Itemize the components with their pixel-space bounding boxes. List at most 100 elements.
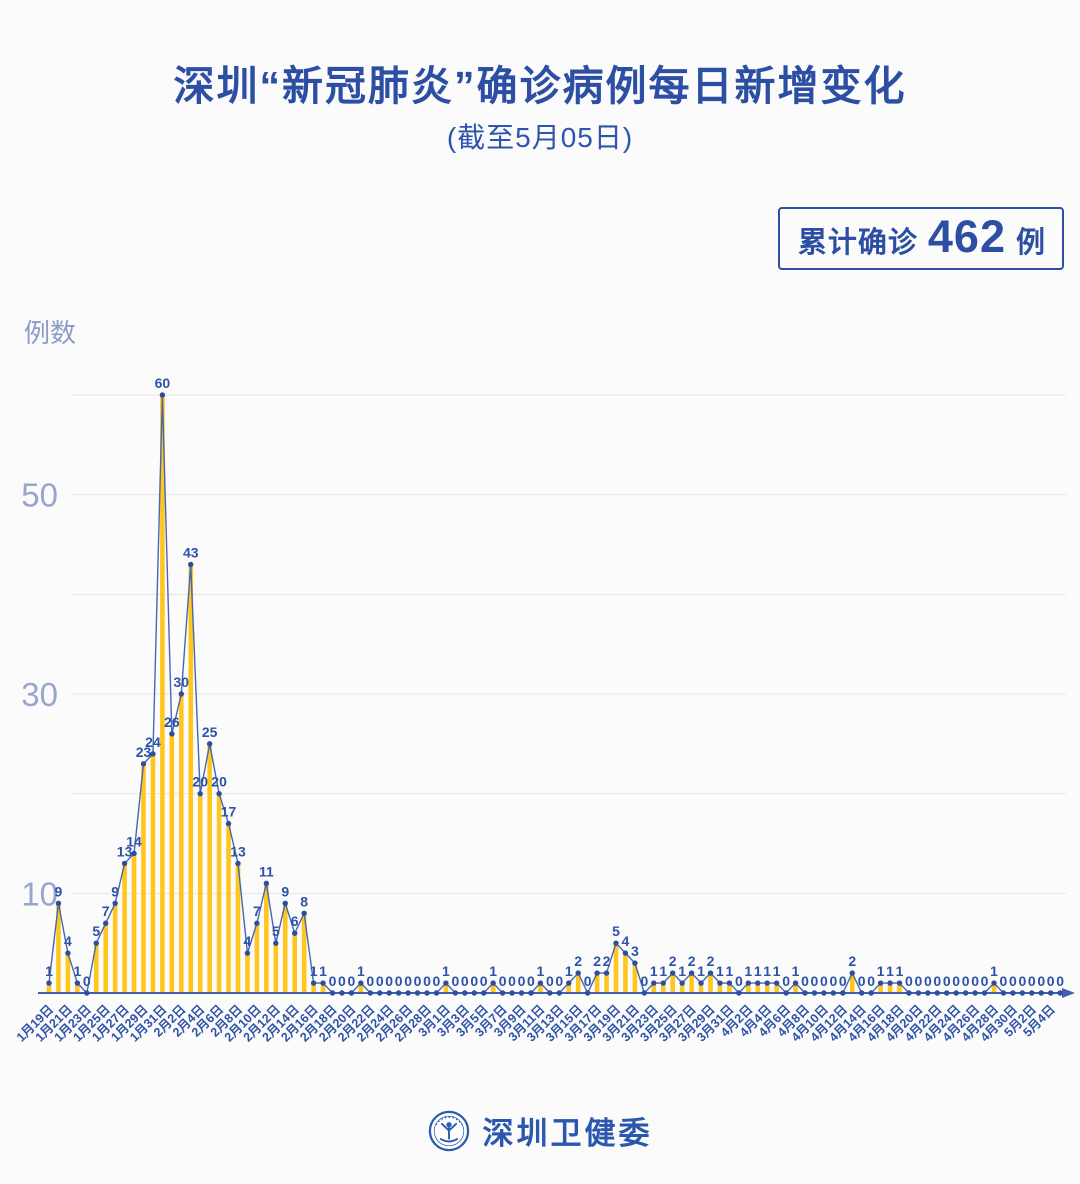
footer: 深圳卫健委 [0,1108,1080,1153]
value-label: 0 [640,973,648,989]
data-point [811,990,818,996]
bar [755,983,761,993]
data-point [991,980,997,986]
value-label: 1 [565,963,573,979]
page-title: 深圳“新冠肺炎”确诊病例每日新增变化 [173,63,907,109]
data-point [121,860,128,867]
data-point [575,970,581,976]
data-point [273,940,279,946]
bar [670,973,675,993]
data-point [443,980,449,986]
data-point [348,990,355,996]
data-point [755,980,761,986]
value-label: 1 [754,963,762,979]
data-point [46,980,52,986]
data-point [518,990,525,996]
bar [717,983,723,993]
data-point [840,990,846,996]
value-label: 1 [537,963,545,979]
value-label: 0 [1028,973,1036,989]
bar [727,983,732,993]
value-label: 0 [829,973,837,989]
value-label: 2 [574,953,582,969]
y-tick-label: 10 [21,875,58,912]
value-label: 0 [480,973,488,989]
data-point [953,990,959,996]
value-label: 2 [593,953,601,969]
bar [538,983,543,993]
value-label: 1 [990,963,998,979]
data-point [764,980,770,986]
data-point [821,990,827,996]
value-label: 8 [300,893,308,909]
bar [594,973,600,993]
data-point [745,980,751,986]
value-label: 2 [669,953,677,969]
data-point [934,990,940,996]
value-label: 0 [943,973,951,989]
data-point [282,900,288,906]
value-label: 5 [612,923,620,939]
data-point [140,761,147,767]
data-point [1048,990,1054,996]
data-point [802,990,808,996]
bar [216,793,222,993]
bar [65,953,71,993]
bar [103,923,108,993]
data-point [206,741,213,747]
value-label: 4 [244,933,252,949]
value-label: 0 [414,973,422,989]
bar [160,394,165,993]
data-point [405,990,411,996]
value-label: 0 [395,973,403,989]
data-point [159,392,166,398]
value-label: 0 [867,973,875,989]
value-label: 1 [659,963,667,979]
value-label: 25 [202,724,218,740]
bar [708,973,713,993]
value-label: 1 [45,963,53,979]
value-label: 0 [338,973,346,989]
value-label: 1 [310,963,318,979]
value-label: 1 [896,963,904,979]
data-point [698,980,704,986]
value-label: 0 [820,973,828,989]
data-point [717,980,723,986]
value-label: 1 [773,963,781,979]
data-point [1019,990,1026,996]
data-point [641,990,648,996]
bar [292,933,297,993]
data-point [584,990,591,996]
value-label: 13 [230,843,246,859]
value-label: 9 [55,883,63,899]
data-point [103,920,109,926]
data-point [169,731,175,737]
value-label: 17 [221,804,237,820]
value-label: 20 [211,774,227,790]
value-label: 20 [192,774,208,790]
value-label: 0 [376,973,384,989]
data-point [660,980,666,986]
bar [273,943,279,993]
data-point [74,980,81,986]
cumulative-total-badge: 累计确诊 462 例 [777,207,1064,270]
data-point [830,990,837,996]
value-label: 0 [971,973,979,989]
value-label: 2 [707,953,715,969]
bar [179,693,184,993]
bar [282,903,288,993]
value-label: 30 [174,674,190,690]
y-axis-title: 例数 [24,318,76,348]
data-point [896,980,903,986]
value-label: 1 [357,963,365,979]
data-point [131,850,137,857]
footer-org-name: 深圳卫健委 [482,1116,653,1151]
value-label: 2 [848,953,856,969]
bar [264,883,269,993]
value-label: 0 [584,973,592,989]
data-point [1057,990,1063,996]
bar [235,863,241,993]
value-label: 0 [1047,973,1055,989]
value-label: 26 [164,714,180,730]
bar [764,983,770,993]
